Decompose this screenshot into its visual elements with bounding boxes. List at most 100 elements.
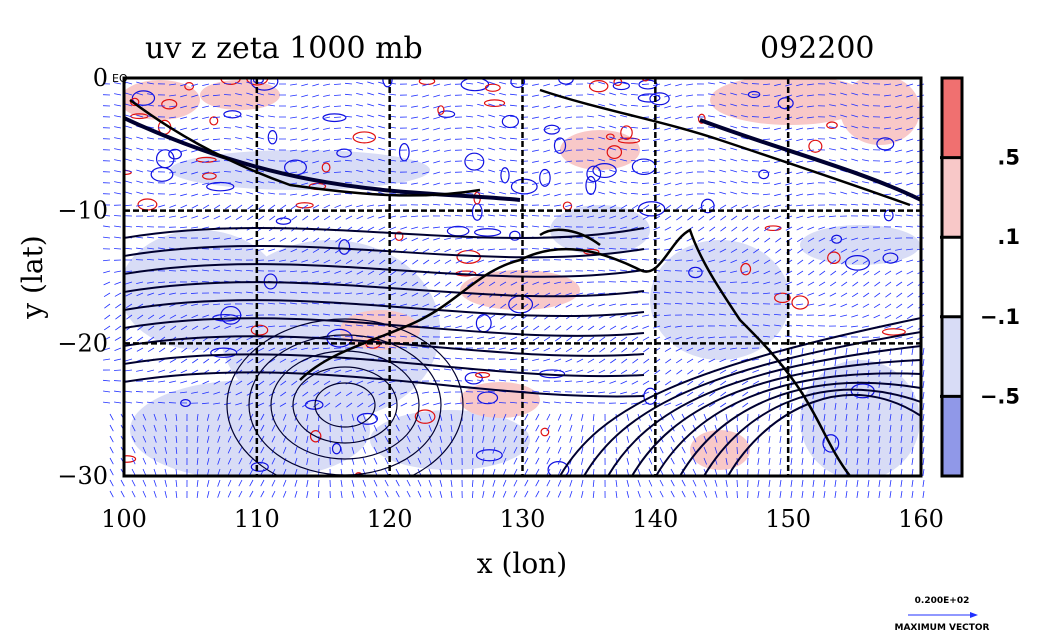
wind-vector <box>641 94 650 96</box>
wind-vector <box>664 127 672 131</box>
wind-vector <box>202 171 210 175</box>
gridlines <box>124 78 921 476</box>
wind-vector <box>492 413 496 421</box>
negative-contour <box>250 461 269 472</box>
wind-vector <box>344 115 353 118</box>
wind-vector <box>863 281 870 287</box>
wind-vector <box>323 313 331 316</box>
max-vector-value: 0.200E+02 <box>915 596 970 606</box>
wind-vector <box>807 105 815 108</box>
wind-vector <box>466 181 474 184</box>
wind-vector <box>422 149 430 153</box>
wind-vector <box>587 181 595 184</box>
wind-vector <box>543 116 551 120</box>
wind-vector <box>553 391 562 393</box>
wind-vector <box>411 149 419 152</box>
wind-vector <box>731 226 738 232</box>
wind-vector <box>422 248 430 253</box>
wind-vector <box>524 435 529 443</box>
wind-vector <box>719 114 727 118</box>
wind-vector <box>555 336 562 342</box>
wind-vector <box>454 336 463 339</box>
wind-vector <box>335 402 342 408</box>
wind-vector <box>878 380 881 388</box>
wind-vector <box>725 435 728 443</box>
wind-vector <box>367 125 375 129</box>
wind-vector <box>598 380 606 384</box>
wind-vector <box>142 490 147 498</box>
wind-vector <box>271 457 276 465</box>
wind-vector <box>681 424 686 432</box>
wind-vector <box>543 303 551 309</box>
wind-vector <box>681 446 686 454</box>
wind-vector <box>257 125 265 129</box>
wind-vector <box>779 446 782 454</box>
wind-vector <box>598 180 606 184</box>
negative-contour <box>649 92 670 106</box>
wind-vector <box>581 435 584 443</box>
wind-vector <box>306 457 309 465</box>
wind-vector <box>213 391 221 395</box>
wind-vector <box>884 160 892 163</box>
wind-vector <box>444 314 452 318</box>
positive-contour <box>740 262 752 276</box>
wind-vector <box>730 147 738 151</box>
wind-vector <box>290 237 298 243</box>
wind-vector <box>378 169 386 173</box>
wind-vector <box>466 203 474 206</box>
wind-vector <box>841 270 848 276</box>
wind-vector <box>642 402 650 405</box>
wind-vector <box>202 193 210 197</box>
wind-vector <box>201 280 210 283</box>
wind-vector <box>235 181 243 184</box>
wind-vector <box>730 169 738 173</box>
wind-vector <box>878 402 881 410</box>
wind-vector <box>840 125 848 129</box>
wind-vector <box>439 446 443 454</box>
wind-vector <box>340 490 343 498</box>
wind-vector <box>499 325 507 330</box>
wind-vector <box>676 215 683 221</box>
wind-vector <box>670 457 675 465</box>
wind-vector <box>510 270 518 274</box>
wind-vector <box>818 335 826 338</box>
wind-vector <box>878 457 881 465</box>
wind-vector <box>213 237 221 240</box>
wind-vector <box>180 204 188 209</box>
wind-vector <box>883 237 892 240</box>
wind-vector <box>609 325 617 330</box>
wind-vector <box>439 435 443 443</box>
wind-vector <box>867 413 870 421</box>
wind-vector <box>257 81 265 85</box>
wind-vector <box>664 336 672 341</box>
wind-vector <box>873 237 881 240</box>
wind-vector <box>546 435 551 443</box>
wind-vector <box>681 490 686 498</box>
wind-vector <box>878 446 881 454</box>
wind-vector <box>345 204 353 208</box>
wind-vector <box>692 435 697 443</box>
wind-vector <box>608 247 617 250</box>
wind-vector <box>587 369 595 374</box>
wind-vector <box>180 258 188 261</box>
wind-vector <box>768 479 771 487</box>
wind-vector <box>267 325 276 328</box>
wind-vector <box>598 247 606 250</box>
negative-contour <box>477 391 499 405</box>
wind-vector <box>900 424 903 432</box>
wind-vector <box>345 281 353 285</box>
wind-vector <box>257 180 265 184</box>
wind-vector <box>114 336 122 341</box>
height-contour <box>631 359 921 476</box>
wind-vector <box>768 413 771 421</box>
wind-vector <box>730 204 738 209</box>
wind-vector <box>136 147 144 151</box>
wind-vector <box>455 325 463 329</box>
wind-vector <box>609 136 617 140</box>
wind-vector <box>499 336 507 340</box>
wind-vector <box>719 313 727 316</box>
wind-vector <box>648 435 653 443</box>
wind-vector <box>653 138 661 141</box>
positive-contour <box>394 231 404 242</box>
wind-vector <box>796 182 804 186</box>
